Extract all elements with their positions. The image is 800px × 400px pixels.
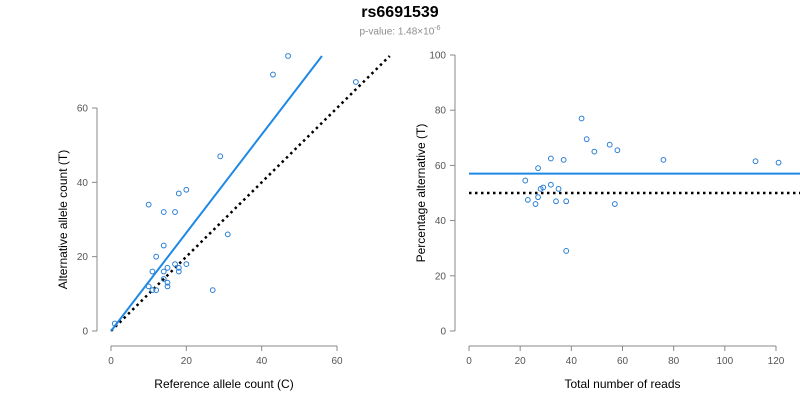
allele-count-reference-line — [110, 55, 391, 332]
allele-count-data-point — [183, 186, 190, 193]
p-value-exponent: -6 — [434, 25, 441, 32]
allele-count-data-point — [164, 264, 171, 271]
allele-count-x-tick-label: 20 — [181, 356, 193, 367]
percentage-x-tick-label: 0 — [466, 356, 472, 367]
percentage-data-point — [614, 147, 621, 154]
percentage-y-axis-label: Percentage alternative (T) — [414, 124, 428, 263]
allele-count-data-point — [153, 287, 160, 294]
percentage-x-axis-label: Total number of reads — [564, 377, 680, 391]
percentage-data-point — [578, 115, 585, 122]
percentage-data-point — [563, 248, 570, 254]
allele-count-data-point — [352, 79, 359, 85]
allele-count-data-point — [164, 279, 171, 286]
allele-count-y-tick-label: 0 — [82, 327, 88, 338]
allele-count-data-point — [153, 253, 160, 260]
percentage-y-tick-label: 100 — [429, 51, 446, 62]
allele-count-data-point — [160, 276, 167, 282]
allele-count-y-tick-label: 60 — [77, 104, 89, 115]
percentage-data-point — [606, 141, 613, 148]
percentage-x-tick-label: 60 — [617, 356, 629, 367]
percentage-data-point — [555, 185, 562, 192]
allele-count-data-point — [149, 287, 156, 294]
percentage-data-point — [535, 194, 541, 201]
allele-count-data-point — [285, 53, 291, 59]
allele-count-plot-area: 0 20 40 60 0 20 40 60 Reference allele count (C)… — [56, 53, 391, 391]
allele-count-x-tick-label: 60 — [331, 356, 343, 367]
percentage-data-point — [660, 156, 667, 163]
percentage-x-tick-label: 40 — [566, 356, 578, 367]
allele-count-data-point — [175, 190, 182, 197]
percentage-y-tick-label: 20 — [435, 271, 447, 282]
percentage-y-tick-label: 0 — [440, 327, 446, 338]
allele-count-data-point — [145, 283, 152, 290]
percentage-y-tick-label: 60 — [435, 161, 447, 172]
allele-count-data-point — [111, 320, 118, 327]
percentage-x-tick-label: 20 — [515, 356, 527, 367]
allele-count-data-point — [183, 261, 190, 268]
chart-title: rs6691539 — [361, 4, 439, 21]
percentage-data-point — [591, 148, 598, 155]
allele-count-y-tick-label: 20 — [77, 252, 89, 263]
p-value-subtitle: p-value: 1.48×10-6 — [0, 25, 800, 37]
percentage-data-point — [563, 198, 570, 205]
percentage-data-point — [775, 159, 782, 166]
allele-count-y-axis-label: Alternative allele count (T) — [56, 150, 70, 289]
allele-count-data-point — [224, 231, 231, 238]
percentage-x-tick-label: 80 — [668, 356, 680, 367]
allele-count-data-point — [160, 209, 167, 215]
percentage-data-point — [522, 177, 529, 184]
allele-count-fit-line — [110, 55, 323, 332]
allele-count-data-point — [172, 261, 178, 268]
percentage-data-point — [532, 201, 539, 207]
percentage-data-point — [547, 181, 554, 188]
allele-count-data-point — [175, 268, 182, 275]
allele-count-data-point — [172, 209, 178, 215]
percentage-x-tick-label: 120 — [768, 356, 785, 367]
allele-count-y-tick-label: 40 — [77, 178, 89, 189]
percentage-data-point — [535, 165, 541, 172]
percentage-data-point — [524, 197, 531, 203]
percentage-data-point — [560, 156, 567, 163]
allele-count-data-point — [209, 287, 216, 294]
percentage-plot-area: 0 20 40 60 80 100 120 0 20 40 60 80 100 Total number … — [414, 51, 800, 391]
allele-count-data-point — [160, 242, 167, 249]
percentage-data-point — [553, 198, 559, 205]
percentage-x-tick-label: 100 — [716, 356, 733, 367]
allele-count-x-tick-label: 40 — [256, 356, 268, 367]
percentage-data-point — [540, 184, 547, 191]
allele-count-data-point — [149, 268, 156, 275]
allele-count-x-tick-label: 0 — [108, 356, 114, 367]
allele-count-data-point — [217, 153, 224, 160]
percentage-data-point — [583, 136, 590, 143]
allele-count-data-point — [175, 264, 182, 271]
allele-count-data-point — [164, 283, 171, 290]
percentage-y-tick-label: 80 — [435, 106, 447, 117]
p-value-text: p-value: 1.48×10 — [359, 26, 435, 38]
percentage-data-point — [547, 155, 554, 162]
percentage-y-tick-label: 40 — [435, 216, 447, 227]
allele-count-x-axis-label: Reference allele count (C) — [154, 377, 293, 391]
percentage-data-point — [752, 158, 759, 165]
allele-count-data-point — [160, 268, 167, 275]
percentage-data-point — [611, 201, 618, 207]
allele-count-data-point — [145, 201, 152, 208]
allele-count-data-point — [270, 71, 276, 78]
